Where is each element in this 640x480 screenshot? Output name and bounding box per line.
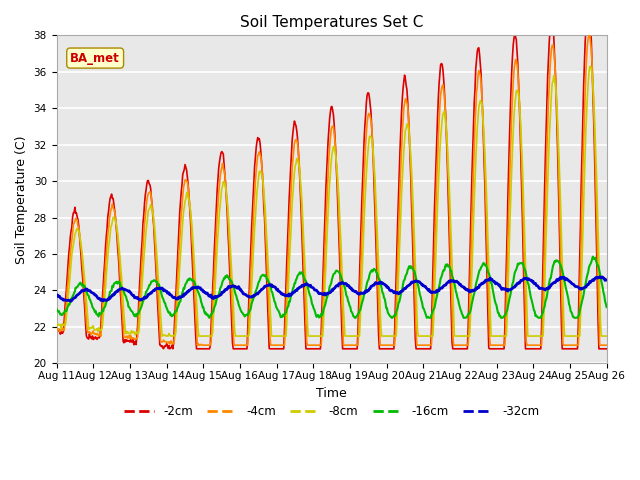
-8cm [63,312,70,318]
-2cm [603,346,611,352]
-32cm [67,299,75,304]
-2cm [205,346,212,352]
Title: Soil Temperatures Set C: Soil Temperatures Set C [240,15,423,30]
-2cm [166,346,173,352]
-32cm [120,287,128,292]
X-axis label: Time: Time [316,386,347,399]
-32cm [176,294,184,300]
-16cm [415,288,423,293]
-16cm [175,301,183,307]
-8cm [603,333,611,339]
-4cm [63,300,70,305]
-16cm [63,308,70,314]
-32cm [596,274,604,280]
Legend: -2cm, -4cm, -8cm, -16cm, -32cm: -2cm, -4cm, -8cm, -16cm, -32cm [119,401,544,423]
-16cm [204,312,212,318]
-2cm [119,338,127,344]
-16cm [589,254,596,260]
Text: BA_met: BA_met [70,51,120,65]
-8cm [587,63,595,69]
-16cm [205,315,213,321]
-4cm [585,33,593,38]
-8cm [158,333,166,339]
-32cm [205,293,212,299]
-32cm [52,292,60,298]
-2cm [63,285,70,291]
-32cm [603,277,611,283]
-16cm [119,287,127,292]
-32cm [63,297,70,303]
Line: -16cm: -16cm [56,257,607,318]
-32cm [399,288,407,293]
-4cm [205,342,212,348]
-8cm [176,264,184,270]
-2cm [176,210,184,216]
Line: -32cm: -32cm [56,277,607,301]
-2cm [415,346,423,352]
-2cm [547,24,554,29]
-4cm [603,342,611,348]
-16cm [603,304,611,310]
-16cm [399,281,407,287]
-8cm [415,333,423,339]
-4cm [175,248,183,254]
-4cm [52,326,60,332]
Line: -4cm: -4cm [56,36,607,345]
-32cm [415,279,423,285]
-4cm [399,118,407,123]
-4cm [119,319,127,325]
-4cm [415,342,423,348]
-2cm [52,327,60,333]
Line: -8cm: -8cm [56,66,607,336]
Line: -2cm: -2cm [56,26,607,349]
-8cm [119,297,127,302]
-8cm [205,333,212,339]
-8cm [399,160,407,166]
-16cm [52,306,60,312]
Y-axis label: Soil Temperature (C): Soil Temperature (C) [15,135,28,264]
-2cm [399,85,407,91]
-8cm [52,322,60,328]
-4cm [193,342,201,348]
